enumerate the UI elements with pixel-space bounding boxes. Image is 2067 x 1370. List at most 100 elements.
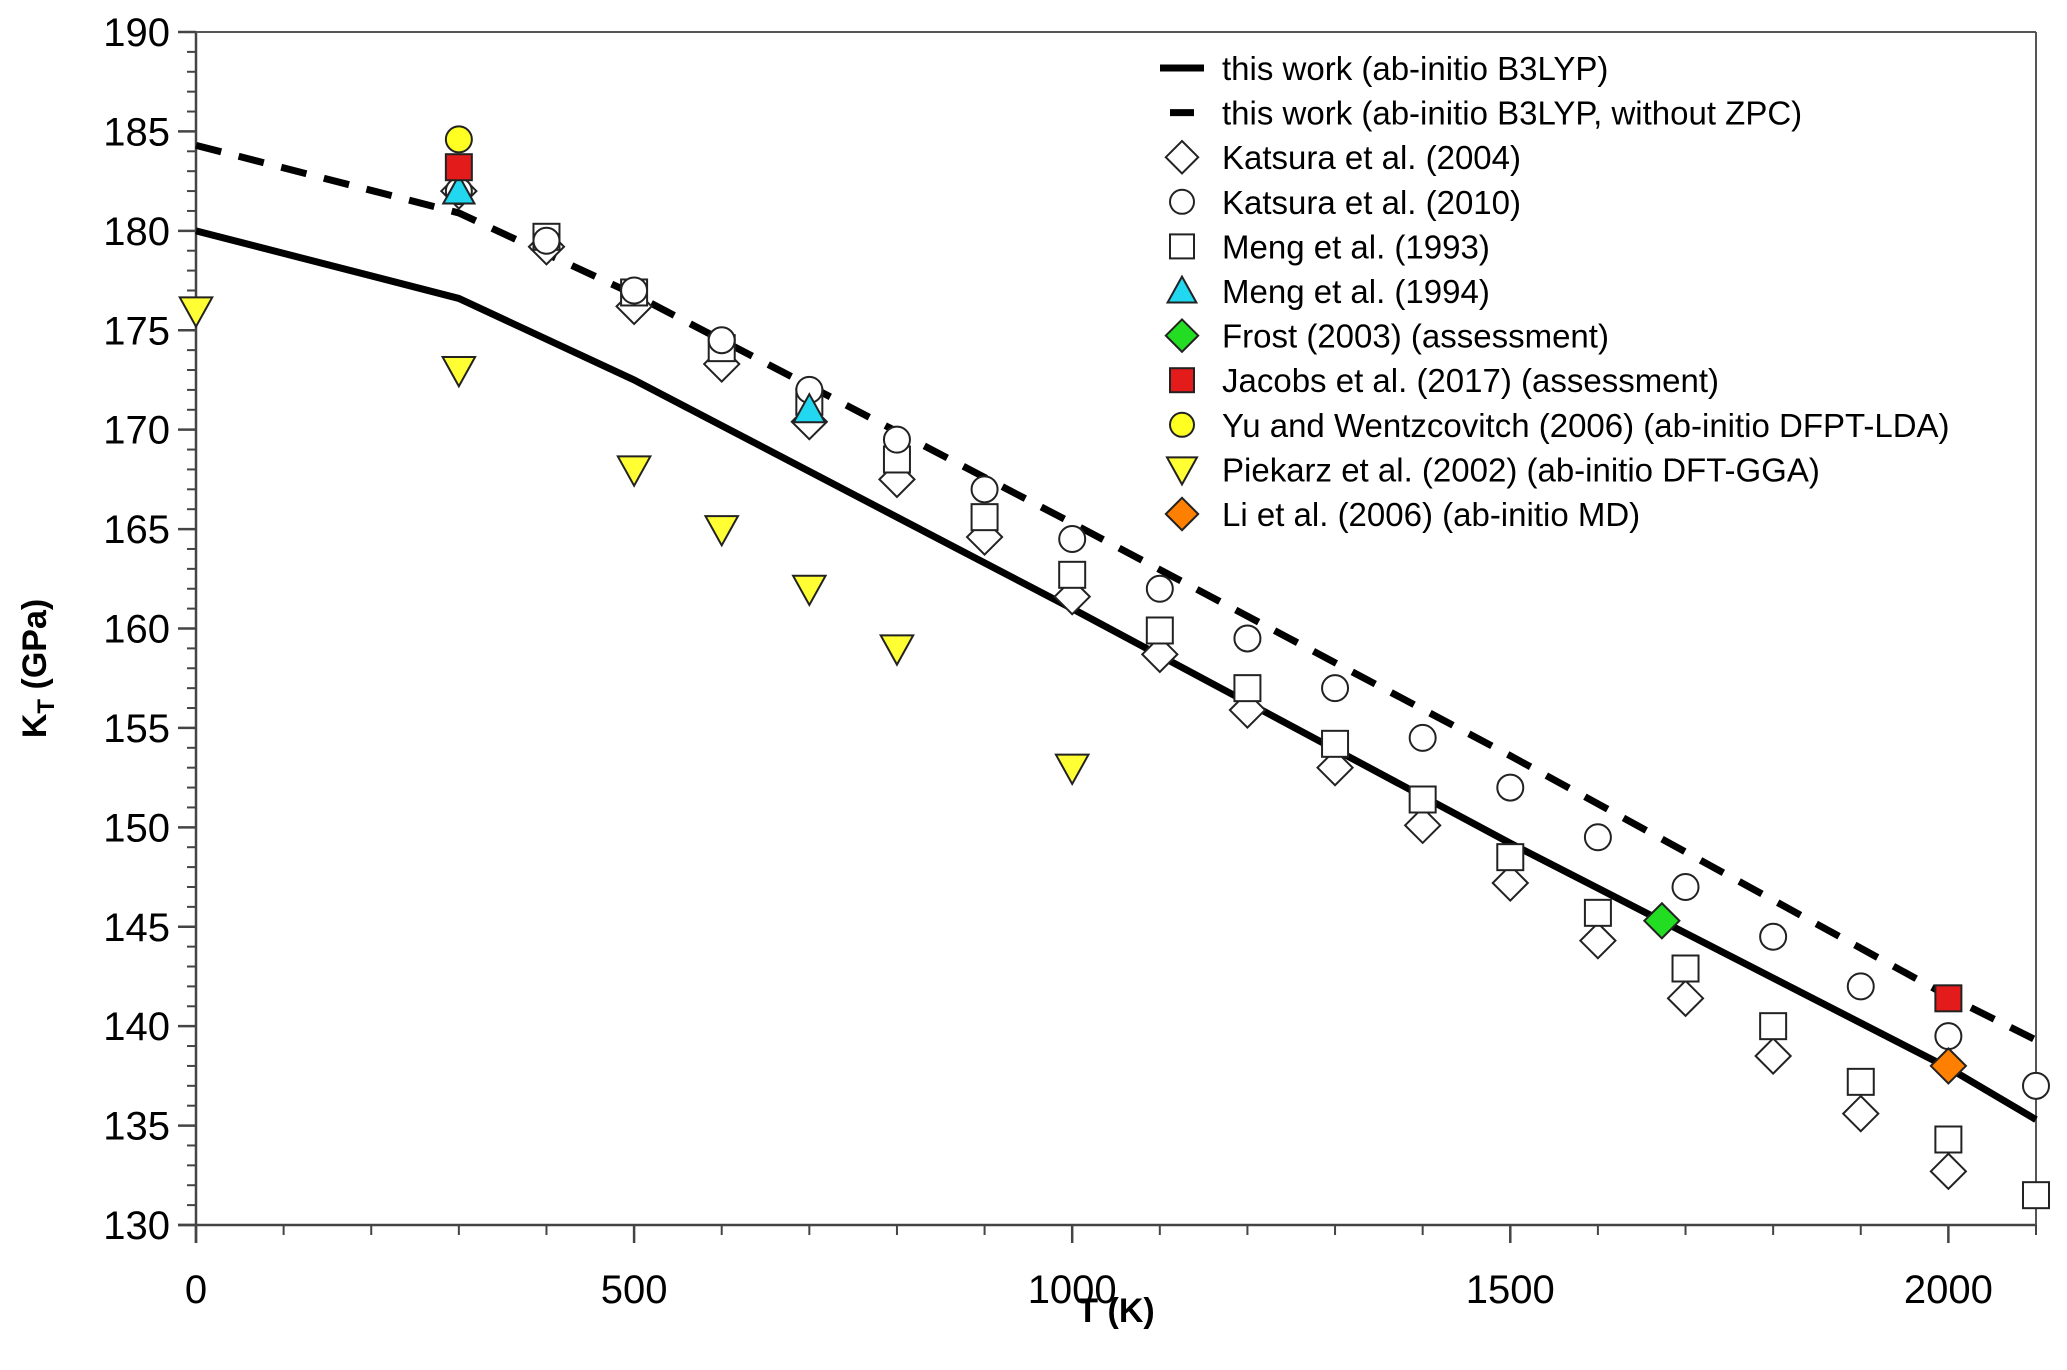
data-point-square xyxy=(2022,1181,2050,1210)
legend-entry: Meng et al. (1994) xyxy=(1165,273,1490,310)
data-point-diamond xyxy=(1929,1046,1968,1085)
legend-diamond-icon xyxy=(1164,496,1200,532)
legend-entry: Katsura et al. (2010) xyxy=(1169,184,1521,221)
series-10 xyxy=(1929,1046,1968,1085)
legend-label: Meng et al. (1993) xyxy=(1222,228,1490,265)
data-point-diamond xyxy=(1403,806,1442,845)
legend-triangle-down-icon xyxy=(1165,456,1199,487)
series-9 xyxy=(178,296,1091,786)
legend-square-icon xyxy=(1169,233,1195,260)
y-axis-title-main: K xyxy=(16,713,54,738)
y-tick-label: 155 xyxy=(103,707,170,751)
plot-area xyxy=(178,125,2050,1210)
legend-entry: Frost (2003) (assessment) xyxy=(1164,317,1609,355)
legend-label: Meng et al. (1994) xyxy=(1222,273,1490,310)
series-6 xyxy=(1642,901,1681,940)
data-point-square xyxy=(1671,954,1700,983)
y-tick-label: 170 xyxy=(103,409,170,453)
data-point-circle xyxy=(1671,872,1700,901)
data-point-triangle-down xyxy=(440,356,477,389)
legend-diamond-icon xyxy=(1164,317,1200,354)
data-point-square xyxy=(1321,729,1350,758)
legend-label: Katsura et al. (2010) xyxy=(1222,184,1521,221)
data-point-triangle-down xyxy=(616,455,653,488)
legend-diamond-icon xyxy=(1164,139,1200,175)
y-tick-label: 150 xyxy=(103,806,170,850)
data-point-triangle-down xyxy=(178,296,214,329)
y-tick-label: 135 xyxy=(103,1105,170,1149)
data-point-diamond xyxy=(1642,901,1681,940)
series-5 xyxy=(441,173,827,424)
data-point-diamond xyxy=(1316,748,1355,787)
data-point-square xyxy=(1233,674,1262,703)
legend-entry: Meng et al. (1993) xyxy=(1169,228,1490,265)
series-7 xyxy=(444,153,1963,1013)
data-point-triangle-down xyxy=(879,634,915,667)
data-point-square xyxy=(1496,843,1525,872)
data-point-circle xyxy=(1496,773,1525,802)
data-point-circle xyxy=(1759,922,1788,951)
data-point-diamond xyxy=(877,460,916,499)
axes: 130 135 140 145 150 155 160 165 170 175 180 185 190 0… xyxy=(103,11,2037,1312)
data-point-circle xyxy=(707,326,736,355)
data-point-square xyxy=(1934,1125,1963,1154)
y-tick-label: 130 xyxy=(103,1204,170,1248)
y-axis-title: KT (GPa) xyxy=(16,599,60,738)
data-point-triangle-up xyxy=(441,173,477,205)
x-tick-label: 500 xyxy=(601,1268,668,1312)
legend-entry: Jacobs et al. (2017) (assessment) xyxy=(1169,362,1719,399)
legend-label: this work (ab-initio B3LYP, without ZPC) xyxy=(1222,95,1802,132)
legend-entry: this work (ab-initio B3LYP) xyxy=(1160,50,1608,87)
data-point-square xyxy=(970,503,999,532)
legend-entry: Katsura et al. (2004) xyxy=(1164,139,1521,176)
y-axis-title-subscript: T xyxy=(33,699,60,714)
data-point-diamond xyxy=(1666,979,1705,1018)
y-tick-label: 180 xyxy=(103,210,170,254)
data-point-circle xyxy=(1583,823,1612,852)
data-point-diamond xyxy=(1140,635,1179,674)
legend-label: Frost (2003) (assessment) xyxy=(1222,318,1609,355)
data-point-circle xyxy=(620,276,649,305)
data-point-circle xyxy=(444,125,473,154)
data-point-diamond xyxy=(1929,1152,1968,1191)
y-tick-label: 140 xyxy=(103,1005,170,1049)
data-point-diamond xyxy=(1578,921,1617,960)
dashed-line-series xyxy=(195,141,2038,1044)
legend: this work (ab-initio B3LYP) this work (ab… xyxy=(1160,50,1950,533)
legend-label: Li et al. (2006) (ab-initio MD) xyxy=(1222,496,1640,533)
x-tick-label: 0 xyxy=(185,1268,207,1312)
legend-label: Yu and Wentzcovitch (2006) (ab-initio DF… xyxy=(1222,407,1950,444)
data-point-circle xyxy=(1934,1022,1963,1051)
x-tick-label: 2000 xyxy=(1904,1268,1993,1312)
legend-circle-icon xyxy=(1169,188,1195,215)
data-point-circle xyxy=(532,226,561,255)
series-1 xyxy=(195,141,2038,1044)
x-tick-label: 1500 xyxy=(1466,1268,1555,1312)
data-point-circle xyxy=(882,425,911,454)
y-tick-label: 165 xyxy=(103,508,170,552)
data-point-triangle-up xyxy=(792,392,827,424)
data-point-circle xyxy=(2022,1071,2050,1100)
data-point-square xyxy=(1408,785,1437,814)
data-point-circle xyxy=(1145,574,1174,603)
data-point-triangle-down xyxy=(1054,753,1091,786)
series-8 xyxy=(444,125,473,154)
data-point-square xyxy=(1583,898,1612,927)
y-axis-title-rest: (GPa) xyxy=(16,599,54,699)
legend-label: Katsura et al. (2004) xyxy=(1222,139,1521,176)
data-point-circle xyxy=(1321,674,1350,703)
data-point-square xyxy=(1934,984,1963,1013)
data-point-circle xyxy=(1408,723,1437,752)
data-point-diamond xyxy=(1491,864,1530,902)
y-tick-label: 190 xyxy=(103,11,170,55)
data-point-triangle-down xyxy=(791,574,828,608)
legend-entry: Li et al. (2006) (ab-initio MD) xyxy=(1164,496,1640,533)
series-3 xyxy=(444,177,2050,1100)
data-point-circle xyxy=(1058,525,1087,554)
y-tick-label: 160 xyxy=(103,608,170,652)
x-axis-title: T (K) xyxy=(1077,1292,1154,1330)
y-tick-label: 185 xyxy=(103,110,170,154)
data-point-triangle-down xyxy=(703,515,740,548)
legend-label: Jacobs et al. (2017) (assessment) xyxy=(1222,362,1719,399)
